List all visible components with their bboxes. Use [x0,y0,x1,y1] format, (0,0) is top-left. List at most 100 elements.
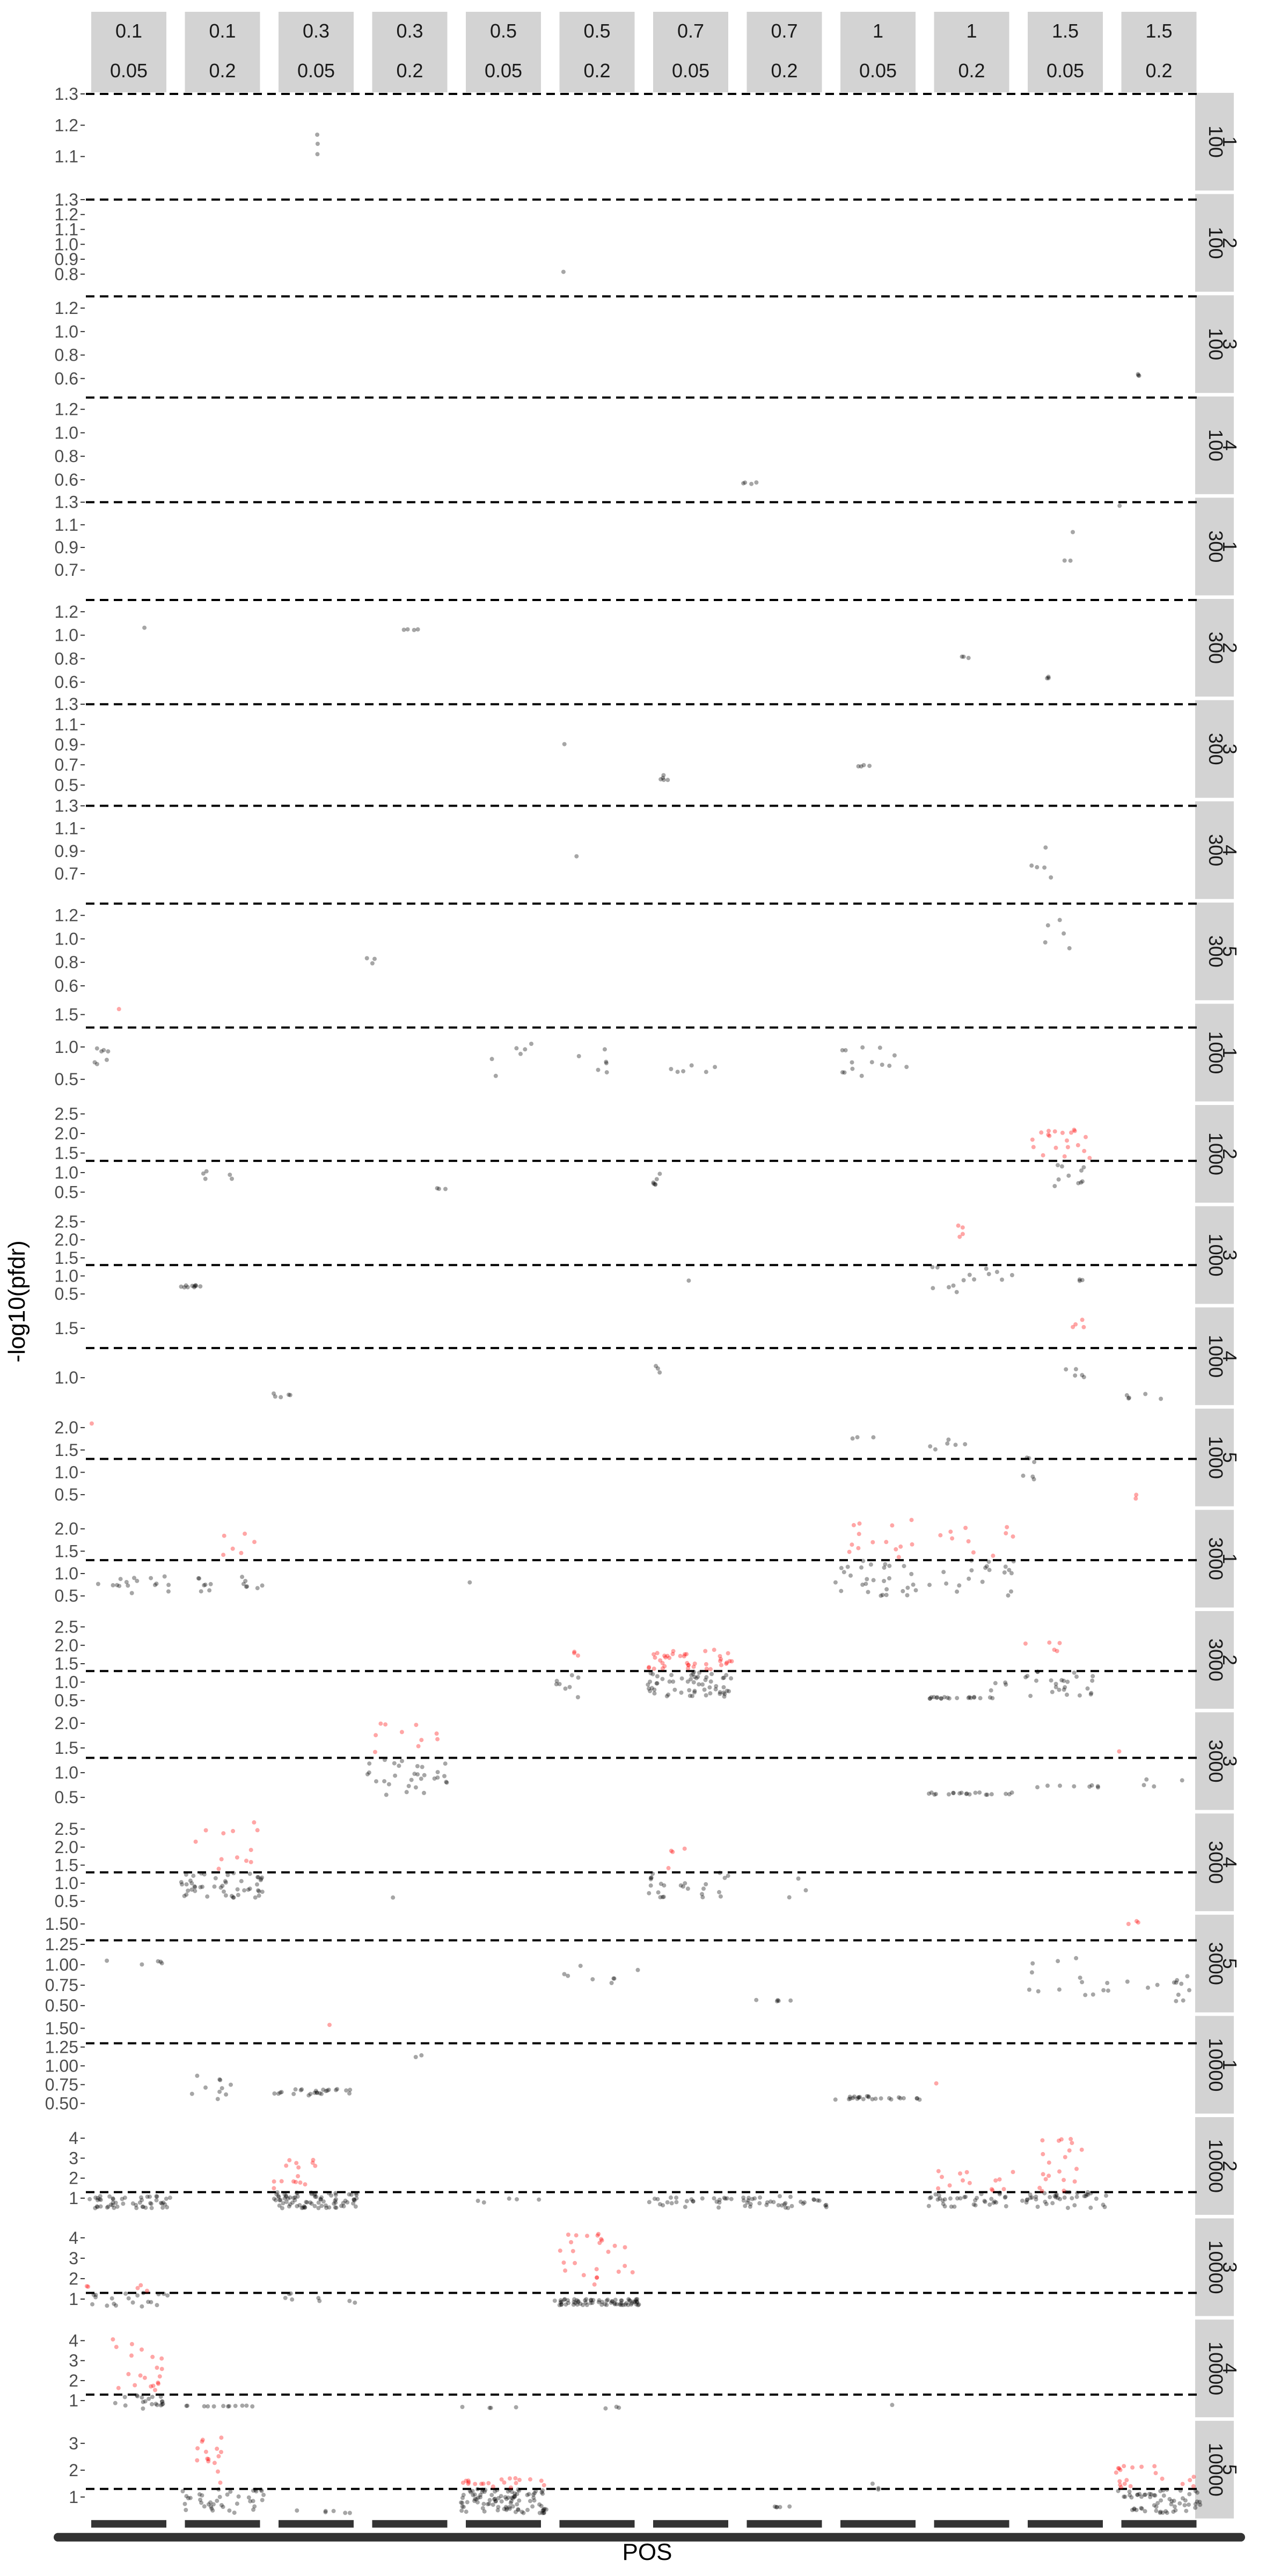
point [143,2399,148,2404]
point [480,2506,485,2511]
point [122,2196,127,2200]
point [1073,1373,1078,1378]
point-significant [138,2283,143,2288]
point [284,2199,289,2204]
point-significant [647,1665,652,1670]
point-significant [216,2454,221,2458]
point [284,2193,288,2198]
point [992,2199,997,2204]
row-strip [1195,700,1234,798]
point [277,2203,282,2208]
point-significant [205,2456,210,2461]
point [723,2196,728,2201]
point [279,2090,284,2095]
point [927,1583,932,1587]
panel-row: 1.11.21.3 [55,84,1202,166]
row-strip-label-left: 5 [1219,946,1241,957]
row-strip-label-left: 5 [1219,1452,1241,1463]
point-significant [599,2237,604,2242]
point [610,2299,615,2304]
row-strip [1195,93,1234,191]
point [1179,1981,1184,1986]
point [575,1695,580,1700]
point [722,1876,727,1880]
point [318,2197,323,2201]
point [487,2498,492,2502]
point-significant [514,2480,518,2485]
row-strip [1195,1712,1234,1810]
point [683,2205,687,2209]
point [951,1283,956,1288]
point [648,1883,653,1888]
point [333,2192,338,2197]
point [531,2496,536,2500]
point [566,2301,570,2306]
point [211,2404,216,2409]
point [219,2503,224,2507]
y-tick-label: 1 [69,2391,78,2410]
point [697,1670,701,1675]
point [480,2490,485,2494]
point [302,2205,307,2210]
point-significant [142,2375,147,2380]
point-significant [294,2179,298,2184]
point [1082,2194,1087,2199]
point [972,1695,977,1700]
point [602,1047,607,1052]
point [971,2202,976,2207]
point-significant [960,1225,965,1230]
point-significant [193,1839,198,1844]
point [926,2204,931,2208]
y-tick-label: 1.0 [55,929,78,948]
point [964,1791,969,1796]
row-strip [1195,2016,1234,2114]
point-significant [957,1234,962,1239]
point-significant [585,2234,589,2238]
row-strip-label-right: 3000 [1205,1740,1227,1783]
point [141,2406,145,2411]
point [523,1047,528,1052]
point [927,2196,932,2200]
point-significant [950,1536,955,1541]
point [94,2204,99,2209]
point [313,2192,318,2197]
point [493,2499,498,2504]
point [612,2301,617,2306]
point-significant [481,2482,486,2486]
point [778,2505,782,2509]
point-significant [222,1533,226,1538]
point [934,1695,939,1700]
point [729,1676,734,1681]
point-significant [116,2385,121,2390]
point [1187,1988,1191,1993]
point [1172,2504,1177,2509]
point [713,1065,718,1070]
row-strip-label-left: 1 [1219,2059,1241,2070]
point [254,2489,259,2494]
point-significant [1059,2137,1064,2142]
point-significant [1160,2476,1165,2481]
point [316,2200,321,2205]
point [662,1883,667,1888]
point [692,1688,697,1693]
point-significant [991,1553,996,1558]
row-strip [1195,1611,1234,1709]
point [223,1893,228,1898]
point [1002,1570,1007,1575]
y-tick-label: 1.50 [45,2018,78,2038]
point [1079,1180,1084,1185]
point [163,2202,167,2207]
point-significant [466,2478,471,2483]
point [465,2500,470,2505]
point [1035,865,1040,869]
point-significant [1030,1137,1035,1142]
point [1079,1168,1084,1173]
point-significant [662,1664,667,1668]
row-strip-label-left: 4 [1219,2363,1241,2374]
point [108,2202,113,2207]
point [683,1881,687,1886]
point [415,627,420,632]
point [539,2504,544,2508]
point [392,1761,397,1766]
y-tick-label: 2 [69,2269,78,2288]
